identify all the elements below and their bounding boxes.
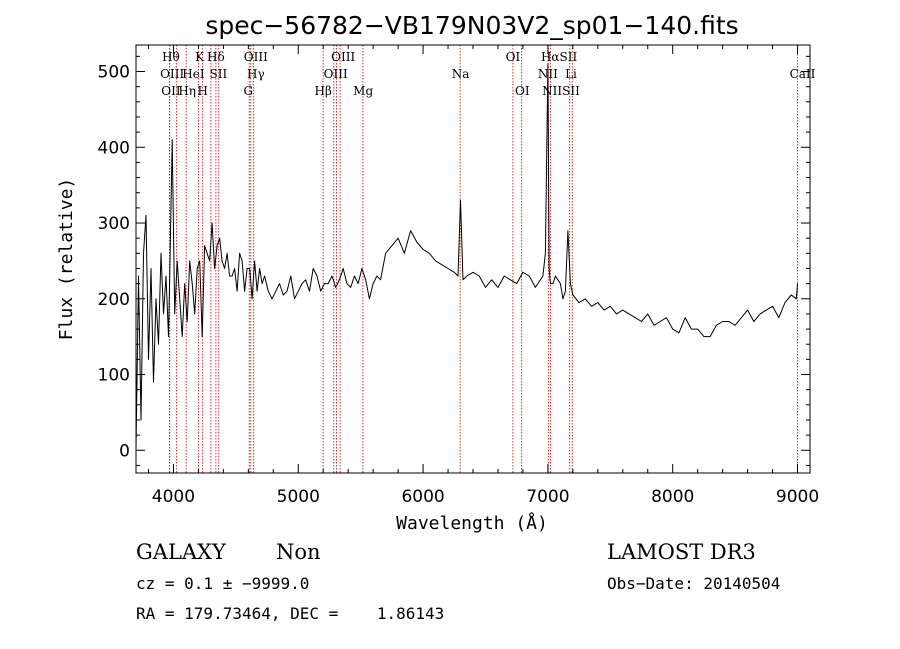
y-axis-label: Flux (relative) <box>56 178 77 341</box>
x-tick-label-2: 6000 <box>401 487 444 507</box>
line-label-17: Hη <box>178 84 196 98</box>
line-label-4: OIII <box>331 50 355 64</box>
line-label-20: Hβ <box>315 84 332 98</box>
line-label-16: OII <box>161 84 181 98</box>
y-tick-label-2: 200 <box>98 290 130 310</box>
line-label-12: Na <box>452 67 470 81</box>
line-label-11: OIII <box>324 67 348 81</box>
y-tick-label-1: 100 <box>98 366 130 386</box>
class-label: GALAXY <box>136 540 227 564</box>
line-label-0: Hθ <box>162 50 180 64</box>
y-axis-ticks: 0 100 200 300 400 500 <box>98 55 810 466</box>
chart-title: spec−56782−VB179N03V2_sp01−140.fits <box>205 11 738 40</box>
x-tick-label-3: 7000 <box>526 487 569 507</box>
line-label-7: OIII <box>160 67 184 81</box>
line-label-5: OI <box>506 50 521 64</box>
y-tick-label-3: 300 <box>98 214 130 234</box>
line-label-8: HeI <box>182 67 205 81</box>
line-label-14: Li <box>565 67 577 81</box>
line-label-6: HαSII <box>541 50 578 64</box>
line-label-21: Mg <box>353 84 373 98</box>
spectrum-line-0 <box>135 63 798 451</box>
obsdate-line: Obs−Date: 20140504 <box>607 574 780 593</box>
x-axis-ticks: 4000 5000 6000 7000 8000 9000 <box>147 45 819 507</box>
plot-frame <box>135 44 811 474</box>
emission-line-markers <box>169 45 798 473</box>
line-label-18: H <box>198 84 208 98</box>
line-label-19: G <box>244 84 254 98</box>
line-label-9: SII <box>210 67 228 81</box>
y-tick-label-4: 400 <box>98 138 130 158</box>
x-tick-label-0: 4000 <box>152 487 195 507</box>
survey-label: LAMOST DR3 <box>607 540 756 564</box>
y-tick-label-0: 0 <box>119 441 130 461</box>
line-label-3: OIII <box>244 50 268 64</box>
x-tick-label-4: 8000 <box>651 487 694 507</box>
coords-line: RA = 179.73464, DEC = 1.86143 <box>136 604 444 623</box>
line-label-2: Hδ <box>207 50 225 64</box>
line-label-15: CaII <box>790 67 816 81</box>
line-label-22: OI <box>515 84 530 98</box>
x-tick-label-1: 5000 <box>277 487 320 507</box>
line-label-23: NIISII <box>542 84 580 98</box>
x-axis-label: Wavelength (Å) <box>396 512 548 534</box>
x-tick-label-5: 9000 <box>776 487 819 507</box>
redshift-line: cz = 0.1 ± −9999.0 <box>136 574 309 593</box>
subclass-label: Non <box>276 540 321 564</box>
line-label-10: Hγ <box>247 67 265 81</box>
y-tick-label-5: 500 <box>98 63 130 83</box>
spectrum-series <box>135 63 798 451</box>
line-label-1: K <box>195 50 205 64</box>
